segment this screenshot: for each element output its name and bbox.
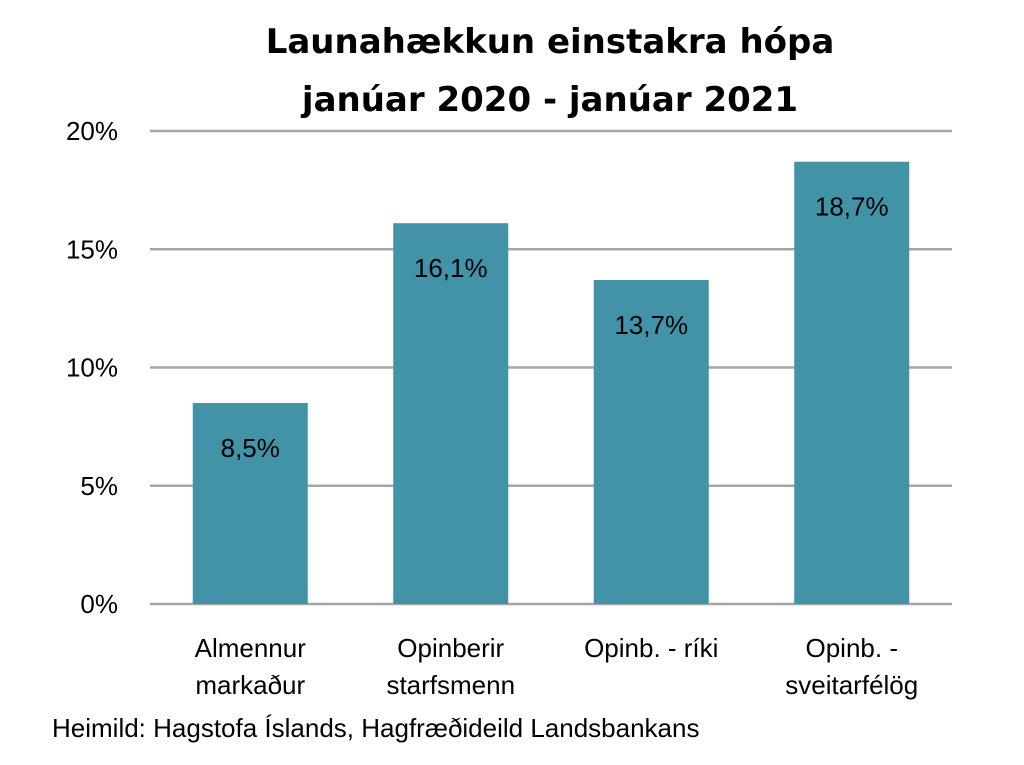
chart-title-line-2: janúar 2020 - janúar 2021 bbox=[301, 80, 799, 120]
bar bbox=[192, 402, 308, 604]
y-tick-label: 5% bbox=[80, 471, 118, 501]
data-label: 16,1% bbox=[414, 253, 488, 283]
data-label: 8,5% bbox=[221, 433, 280, 463]
y-tick-label: 15% bbox=[66, 234, 118, 264]
y-tick-label: 0% bbox=[80, 589, 118, 619]
x-category-label: starfsmenn bbox=[386, 670, 515, 700]
x-category-label: Opinb. - ríki bbox=[584, 633, 718, 663]
x-category-label: Almennur bbox=[195, 633, 307, 663]
bar bbox=[794, 161, 910, 604]
x-category-label: sveitarfélög bbox=[785, 670, 918, 700]
x-category-label: Opinberir bbox=[397, 633, 504, 663]
y-tick-label: 20% bbox=[66, 116, 118, 146]
data-label: 18,7% bbox=[815, 192, 889, 222]
x-category-label: Opinb. - bbox=[806, 633, 899, 663]
bar bbox=[393, 223, 509, 605]
source-note: Heimild: Hagstofa Íslands, Hagfræðideild… bbox=[52, 713, 700, 743]
bar bbox=[593, 279, 709, 604]
chart-title-line-1: Launahækkun einstakra hópa bbox=[265, 22, 835, 62]
y-tick-label: 10% bbox=[66, 353, 118, 383]
data-label: 13,7% bbox=[614, 310, 688, 340]
x-category-label: markaður bbox=[195, 670, 305, 700]
